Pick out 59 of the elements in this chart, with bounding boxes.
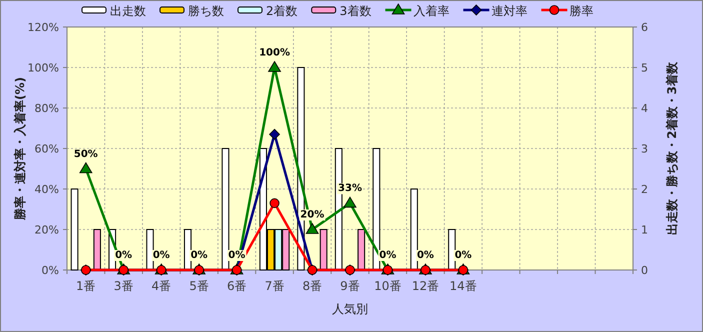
x-tick-label: 1番 [76, 279, 96, 293]
y2-tick-label: 2 [641, 183, 648, 196]
legend-label: 勝率 [569, 4, 594, 18]
y-tick-label: 20% [34, 224, 59, 236]
y-tick-label: 60% [34, 142, 59, 156]
x-tick-label: 5番 [189, 279, 209, 293]
y2-tick-label: 6 [641, 21, 648, 34]
y2-tick-label: 5 [641, 62, 648, 74]
legend-label: 3着数 [340, 4, 372, 18]
x-tick-label: 10番 [374, 279, 402, 293]
y-tick-label: 80% [34, 102, 59, 115]
x-tick-label: 12番 [412, 279, 440, 293]
data-label: 33% [338, 183, 362, 194]
legend-label: 入着率 [413, 4, 450, 18]
data-label: 0% [190, 250, 208, 261]
legend-label: 出走数 [110, 4, 146, 18]
data-label: 0% [115, 250, 132, 261]
x-tick-label: 14番 [450, 279, 477, 293]
y2-tick-label: 0 [641, 264, 648, 277]
point [268, 61, 281, 72]
x-axis-title: 人気別 [332, 302, 368, 316]
y2-tick-label: 4 [641, 102, 648, 115]
y2-tick-label: 3 [641, 142, 648, 156]
bar [222, 148, 230, 270]
y-tick-label: 120% [28, 21, 59, 34]
data-label: 20% [300, 210, 324, 220]
legend-label: 2着数 [266, 4, 298, 18]
data-label: 0% [152, 250, 170, 261]
y-tick-label: 100% [28, 62, 59, 74]
bar [410, 188, 418, 270]
x-tick-label: 9番 [340, 279, 360, 293]
data-label: 0% [228, 250, 246, 261]
y-axis-title: 勝率・連対率・入着率(%) [13, 77, 27, 221]
legend-label: 勝ち数 [188, 4, 224, 18]
point [79, 162, 92, 174]
data-label: 50% [74, 148, 98, 160]
data-label: 100% [259, 48, 290, 58]
y-tick-label: 40% [34, 183, 59, 196]
x-tick-label: 8番 [302, 279, 322, 293]
bar [93, 229, 101, 270]
bar [146, 229, 154, 270]
bar [70, 188, 78, 270]
data-label: 0% [416, 250, 434, 261]
x-tick-label: 6番 [226, 279, 247, 293]
point [306, 223, 319, 234]
bar [372, 148, 380, 270]
data-label: 0% [454, 250, 472, 261]
point [269, 128, 280, 140]
y2-axis-title: 出走数・勝ち数・2着数・3着数 [665, 61, 679, 235]
x-tick-label: 4番 [152, 279, 172, 293]
y-tick-label: 0% [42, 264, 59, 277]
point [344, 196, 356, 208]
x-tick-label: 7番 [264, 279, 284, 293]
bar [358, 229, 366, 270]
data-label: 0% [379, 250, 396, 261]
legend-label: 連対率 [491, 4, 528, 18]
x-tick-label: 3番 [114, 279, 134, 293]
y2-tick-label: 1 [641, 224, 648, 236]
point [270, 198, 280, 208]
